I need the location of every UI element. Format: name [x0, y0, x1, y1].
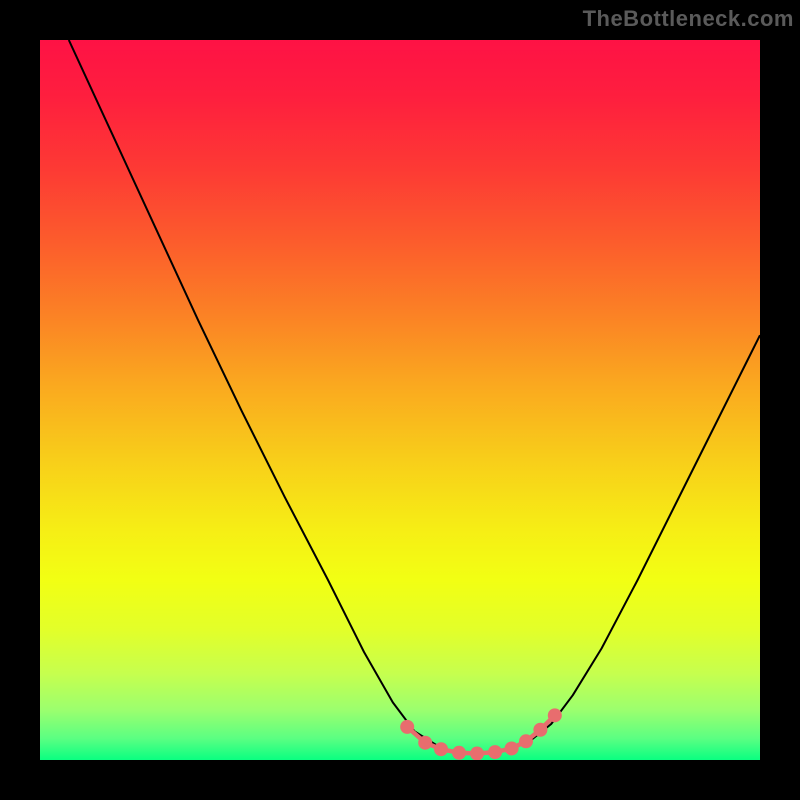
marker-dot — [400, 720, 414, 734]
plot-area — [40, 40, 760, 760]
marker-dot — [505, 741, 519, 755]
frame-right — [760, 0, 800, 800]
bottleneck-curve — [69, 40, 760, 753]
marker-dot — [519, 734, 533, 748]
plot-svg — [40, 40, 760, 760]
branding-watermark: TheBottleneck.com — [583, 6, 794, 32]
marker-dot — [452, 746, 466, 760]
marker-dot — [418, 736, 432, 750]
marker-dot — [434, 742, 448, 756]
branding-text: TheBottleneck.com — [583, 6, 794, 31]
chart-root: TheBottleneck.com — [0, 0, 800, 800]
frame-bottom — [0, 760, 800, 800]
marker-dot — [488, 745, 502, 759]
frame-left — [0, 0, 40, 800]
marker-dot — [533, 723, 547, 737]
marker-dot — [548, 708, 562, 722]
marker-dot — [470, 747, 484, 760]
